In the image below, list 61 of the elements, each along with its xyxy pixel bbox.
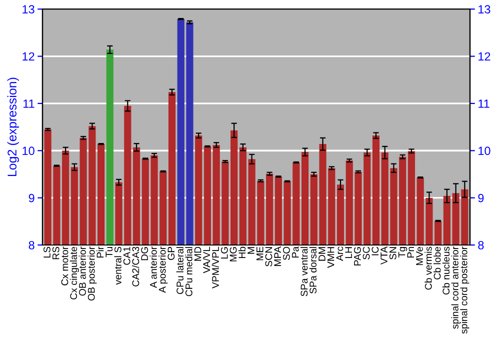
y-tick-label: 12 — [22, 52, 34, 61]
x-tick-label: VPM/VPL — [212, 246, 219, 288]
x-tick-label: LS — [44, 246, 50, 258]
x-tick-label: MPA — [274, 246, 281, 266]
y2-tick-label: 9 — [478, 194, 484, 202]
y-axis-title: Log2 (expression) — [7, 78, 19, 176]
y-tick-label: 10 — [22, 146, 34, 156]
y2-tick-label: 10 — [478, 146, 490, 156]
x-tick-label: DM — [318, 247, 326, 261]
x-tick-label: CPu lateral — [176, 247, 184, 294]
x-tick-label: A posterior — [158, 246, 168, 293]
y-tick-label: 11 — [24, 100, 34, 108]
x-tick-label: SC — [362, 246, 370, 260]
x-tick-label: ventral S — [114, 246, 122, 285]
x-tick-label: M — [248, 247, 254, 254]
x-tick-label: Cx motor — [61, 246, 68, 286]
x-tick-label: CA1 — [123, 246, 130, 265]
x-tick-label: Pir — [96, 246, 104, 258]
x-tick-label: PAG — [354, 247, 361, 266]
x-tick-label: SN — [389, 247, 396, 260]
y-tick-label: 13 — [22, 5, 34, 14]
x-tick-label: Cb nucleus — [442, 246, 450, 295]
x-tick-label: MG — [230, 247, 237, 262]
x-tick-label: MD — [194, 246, 202, 261]
x-tick-label: Tg — [398, 247, 408, 258]
x-tick-label: RS — [52, 246, 60, 260]
x-tick-label: SCN — [265, 247, 272, 266]
x-tick-label: CPu medial — [185, 247, 192, 296]
x-tick-label: ME — [256, 246, 264, 260]
x-tick-label: Tu — [106, 247, 113, 258]
x-tick-label: OB anterior — [78, 246, 86, 296]
x-tick-label: Cb vermis — [424, 246, 432, 290]
x-tick-label: Arc — [336, 246, 344, 261]
y2-tick-label: 12 — [478, 52, 490, 61]
y2-tick-label: 13 — [478, 5, 490, 14]
y2-tick-label: 11 — [478, 100, 490, 108]
y2-tick-label: 8 — [478, 241, 484, 250]
x-tick-label: VMH — [327, 247, 334, 268]
x-tick-label: Pa — [292, 246, 299, 258]
x-tick-label: VA/VL — [202, 246, 210, 274]
x-tick-label: CA2/CA3 — [132, 246, 140, 286]
x-tick-label: MVe — [416, 246, 423, 266]
x-tick-label: Cb lobe — [434, 246, 441, 280]
x-tick-label: SPa ventral — [300, 247, 308, 296]
x-tick-label: DG — [141, 247, 148, 260]
x-tick-label: OB posterior — [88, 246, 97, 300]
x-tick-label: spinal cord posterior — [460, 246, 470, 334]
x-tick-label: A anterior — [150, 246, 157, 288]
x-tick-label: IC — [372, 246, 379, 256]
x-tick-label: VTA — [380, 246, 388, 265]
x-tick-label: GP — [168, 246, 175, 260]
x-tick-label: SO — [283, 246, 290, 260]
y-tick-label: 8 — [28, 241, 34, 250]
x-tick-label: LH — [345, 247, 352, 258]
x-tick-label: spinal cord anterior — [451, 246, 460, 329]
x-tick-label: SPa dorsal — [309, 247, 317, 294]
x-tick-label: Cx cingulate — [70, 246, 79, 300]
x-tick-label: Pn — [407, 247, 414, 258]
x-tick-label: Hb — [238, 246, 246, 258]
y-tick-label: 9 — [28, 194, 34, 202]
x-tick-label: LG — [220, 247, 228, 259]
